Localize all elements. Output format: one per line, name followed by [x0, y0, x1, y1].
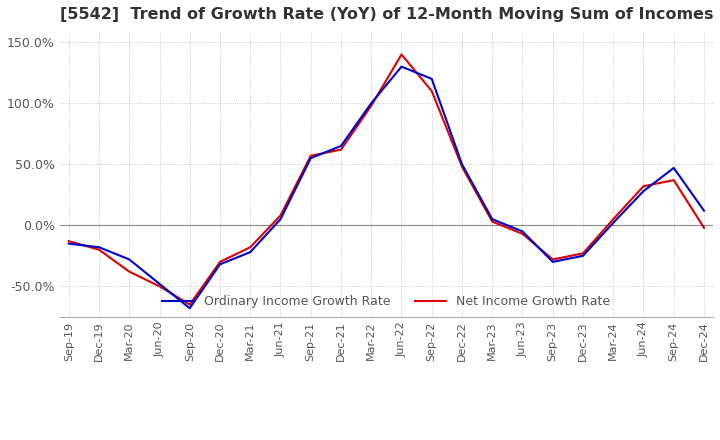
- Net Income Growth Rate: [276, 213, 285, 218]
- Ordinary Income Growth Rate: [549, 259, 557, 264]
- Ordinary Income Growth Rate: [639, 188, 648, 194]
- Net Income Growth Rate: [670, 177, 678, 183]
- Net Income Growth Rate: [125, 269, 134, 274]
- Line: Net Income Growth Rate: Net Income Growth Rate: [68, 55, 704, 304]
- Net Income Growth Rate: [428, 88, 436, 94]
- Ordinary Income Growth Rate: [670, 165, 678, 171]
- Net Income Growth Rate: [518, 231, 527, 236]
- Net Income Growth Rate: [156, 284, 164, 289]
- Ordinary Income Growth Rate: [64, 241, 73, 246]
- Legend: Ordinary Income Growth Rate, Net Income Growth Rate: Ordinary Income Growth Rate, Net Income …: [157, 290, 616, 313]
- Net Income Growth Rate: [397, 52, 406, 57]
- Ordinary Income Growth Rate: [216, 262, 225, 267]
- Ordinary Income Growth Rate: [579, 253, 588, 258]
- Net Income Growth Rate: [64, 238, 73, 244]
- Ordinary Income Growth Rate: [397, 64, 406, 70]
- Line: Ordinary Income Growth Rate: Ordinary Income Growth Rate: [68, 67, 704, 308]
- Net Income Growth Rate: [579, 251, 588, 256]
- Ordinary Income Growth Rate: [518, 229, 527, 234]
- Net Income Growth Rate: [337, 147, 346, 152]
- Net Income Growth Rate: [186, 302, 194, 307]
- Net Income Growth Rate: [95, 247, 104, 252]
- Net Income Growth Rate: [639, 183, 648, 189]
- Ordinary Income Growth Rate: [609, 220, 618, 225]
- Ordinary Income Growth Rate: [337, 143, 346, 149]
- Ordinary Income Growth Rate: [700, 208, 708, 213]
- Ordinary Income Growth Rate: [367, 101, 376, 106]
- Ordinary Income Growth Rate: [125, 257, 134, 262]
- Net Income Growth Rate: [609, 216, 618, 222]
- Ordinary Income Growth Rate: [307, 155, 315, 161]
- Ordinary Income Growth Rate: [95, 245, 104, 250]
- Net Income Growth Rate: [700, 225, 708, 231]
- Ordinary Income Growth Rate: [276, 216, 285, 222]
- Net Income Growth Rate: [488, 219, 497, 224]
- Ordinary Income Growth Rate: [428, 76, 436, 81]
- Ordinary Income Growth Rate: [186, 306, 194, 311]
- Net Income Growth Rate: [246, 245, 255, 250]
- Net Income Growth Rate: [216, 259, 225, 264]
- Ordinary Income Growth Rate: [488, 216, 497, 222]
- Ordinary Income Growth Rate: [458, 161, 467, 167]
- Ordinary Income Growth Rate: [246, 249, 255, 255]
- Title: [5542]  Trend of Growth Rate (YoY) of 12-Month Moving Sum of Incomes: [5542] Trend of Growth Rate (YoY) of 12-…: [60, 7, 713, 22]
- Net Income Growth Rate: [549, 257, 557, 262]
- Net Income Growth Rate: [458, 164, 467, 169]
- Ordinary Income Growth Rate: [156, 281, 164, 286]
- Net Income Growth Rate: [307, 153, 315, 158]
- Net Income Growth Rate: [367, 103, 376, 108]
